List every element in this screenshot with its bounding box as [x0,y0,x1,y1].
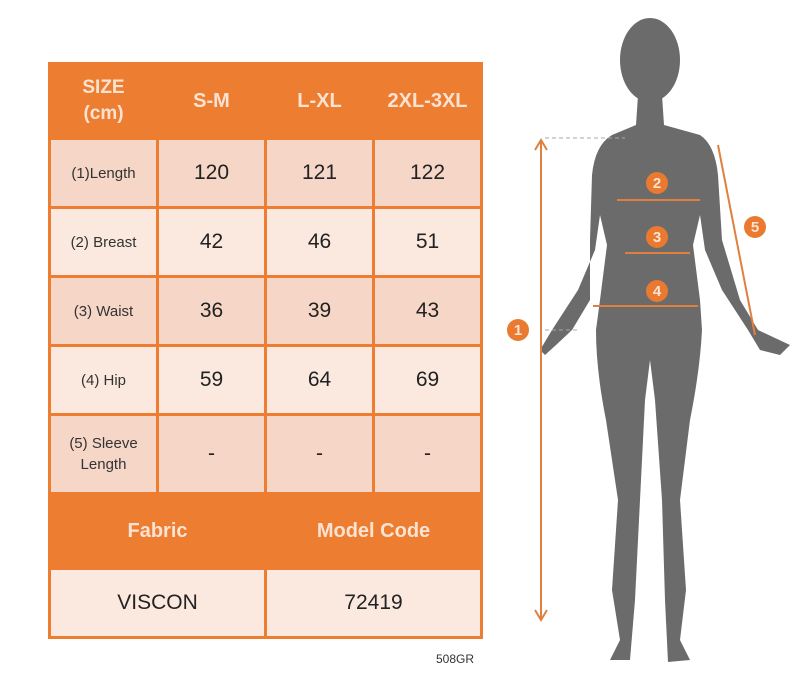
table-header-row: SIZE (cm) S-M L-XL 2XL-3XL [48,62,483,140]
model-code-value: 72419 [264,567,483,639]
row-label-line1: (5) Sleeve [69,435,138,452]
body-measurement-figure: 1 2 3 4 5 [507,18,790,662]
row-label: (4) Hip [48,344,159,416]
cell: 121 [264,137,375,209]
cell: 42 [156,206,267,278]
cell: 69 [372,344,483,416]
header-size-line1: SIZE [82,77,125,98]
header-s-m: S-M [156,62,267,140]
row-label: (3) Waist [48,275,159,347]
header-2xl-3xl: 2XL-3XL [372,62,483,140]
row-label: (2) Breast [48,206,159,278]
footer-header-row: Fabric Model Code [48,492,483,570]
table-row: (5) Sleeve Length - - - [48,413,483,495]
size-chart-table: SIZE (cm) S-M L-XL 2XL-3XL (1)Length 120 … [48,62,483,639]
table-row: (1)Length 120 121 122 [48,137,483,209]
cell: 122 [372,137,483,209]
table-row: (2) Breast 42 46 51 [48,206,483,278]
header-size: SIZE (cm) [48,62,159,140]
fabric-value: VISCON [48,567,267,639]
table-row: (4) Hip 59 64 69 [48,344,483,416]
footer-values-row: VISCON 72419 [48,567,483,639]
header-model-code: Model Code [264,492,483,570]
cell: - [264,413,375,495]
cell: 39 [264,275,375,347]
table-row: (3) Waist 36 39 43 [48,275,483,347]
marker-circles [507,172,766,341]
header-l-xl: L-XL [264,62,375,140]
row-label: (1)Length [48,137,159,209]
marker-5: 5 [751,219,759,236]
product-code: 508GR [436,652,475,666]
header-fabric: Fabric [48,492,267,570]
marker-1: 1 [514,322,522,339]
row-label-line2: Length [80,456,127,473]
silhouette [540,18,790,662]
cell: 51 [372,206,483,278]
cell: - [156,413,267,495]
measurement-lines [534,137,756,622]
marker-4: 4 [653,283,662,300]
cell: 59 [156,344,267,416]
marker-2: 2 [653,175,661,192]
cell: 43 [372,275,483,347]
cell: 64 [264,344,375,416]
row-label: (5) Sleeve Length [48,413,159,495]
marker-3: 3 [653,229,661,246]
cell: 120 [156,137,267,209]
cell: 36 [156,275,267,347]
cell: - [372,413,483,495]
cell: 46 [264,206,375,278]
header-size-line2: (cm) [83,103,124,124]
